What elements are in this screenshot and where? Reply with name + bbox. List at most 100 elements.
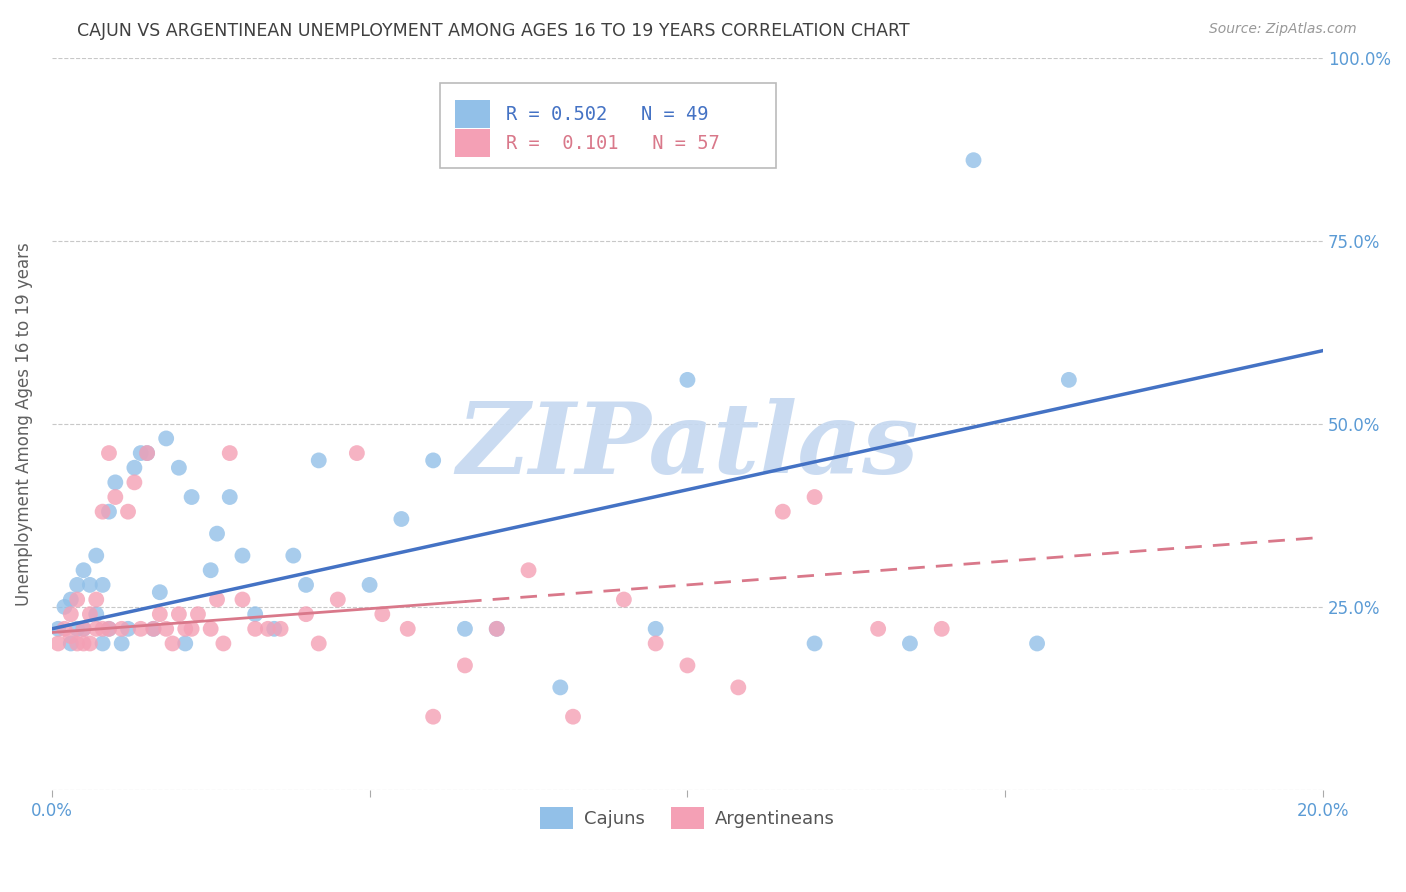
Point <box>212 636 235 650</box>
Point <box>803 636 825 650</box>
Point <box>243 622 266 636</box>
Point <box>155 432 177 446</box>
Point <box>550 681 572 695</box>
Point <box>72 622 94 636</box>
Point <box>91 636 114 650</box>
Point <box>59 607 82 622</box>
Point <box>72 563 94 577</box>
Point <box>803 490 825 504</box>
Point <box>136 446 159 460</box>
Point <box>91 622 114 636</box>
Point <box>931 622 953 636</box>
Point <box>59 636 82 650</box>
Point <box>97 505 120 519</box>
Point <box>485 622 508 636</box>
Point <box>149 585 172 599</box>
Point <box>117 505 139 519</box>
Point <box>422 709 444 723</box>
Point <box>124 475 146 490</box>
Point <box>308 636 330 650</box>
Point <box>155 622 177 636</box>
Point <box>200 563 222 577</box>
Point <box>218 446 240 460</box>
Legend: Cajuns, Argentineans: Cajuns, Argentineans <box>533 799 842 836</box>
Point <box>97 622 120 636</box>
Point <box>243 607 266 622</box>
Point <box>66 578 89 592</box>
Point <box>59 629 82 643</box>
Point <box>142 622 165 636</box>
Point <box>111 622 134 636</box>
Point <box>72 636 94 650</box>
Point <box>962 153 984 168</box>
Point <box>454 658 477 673</box>
Point <box>308 453 330 467</box>
Point <box>84 549 107 563</box>
Text: CAJUN VS ARGENTINEAN UNEMPLOYMENT AMONG AGES 16 TO 19 YEARS CORRELATION CHART: CAJUN VS ARGENTINEAN UNEMPLOYMENT AMONG … <box>77 22 910 40</box>
Point <box>205 592 228 607</box>
Point <box>149 607 172 622</box>
Point <box>772 505 794 519</box>
Point <box>136 446 159 460</box>
Point <box>371 607 394 622</box>
Point <box>66 592 89 607</box>
Point <box>517 563 540 577</box>
Point <box>174 636 197 650</box>
FancyBboxPatch shape <box>454 100 491 128</box>
Point <box>79 607 101 622</box>
Point <box>79 578 101 592</box>
Point <box>46 636 69 650</box>
Point <box>644 622 666 636</box>
Point <box>59 592 82 607</box>
Point <box>676 373 699 387</box>
Y-axis label: Unemployment Among Ages 16 to 19 years: Unemployment Among Ages 16 to 19 years <box>15 242 32 606</box>
Point <box>1026 636 1049 650</box>
Point <box>396 622 419 636</box>
Point <box>389 512 412 526</box>
Point <box>91 505 114 519</box>
Point <box>263 622 285 636</box>
Point <box>727 681 749 695</box>
Point <box>346 446 368 460</box>
Point <box>644 636 666 650</box>
Point <box>72 622 94 636</box>
Point <box>167 607 190 622</box>
Point <box>326 592 349 607</box>
Point <box>162 636 184 650</box>
Point <box>359 578 381 592</box>
Point <box>53 622 76 636</box>
Point <box>257 622 280 636</box>
FancyBboxPatch shape <box>454 129 491 157</box>
Point <box>295 607 318 622</box>
Point <box>84 592 107 607</box>
Point <box>91 578 114 592</box>
Point <box>898 636 921 650</box>
Point <box>270 622 292 636</box>
Point <box>562 709 585 723</box>
Point <box>111 636 134 650</box>
Point <box>66 636 89 650</box>
Point <box>66 622 89 636</box>
Point <box>205 526 228 541</box>
Point <box>104 490 127 504</box>
Point <box>180 622 202 636</box>
Point <box>231 592 253 607</box>
Point <box>454 622 477 636</box>
Point <box>180 490 202 504</box>
Point <box>295 578 318 592</box>
Point <box>124 460 146 475</box>
Point <box>174 622 197 636</box>
Point <box>485 622 508 636</box>
Point <box>46 622 69 636</box>
Point <box>117 622 139 636</box>
Point <box>84 622 107 636</box>
Point <box>142 622 165 636</box>
Text: Source: ZipAtlas.com: Source: ZipAtlas.com <box>1209 22 1357 37</box>
Point <box>187 607 209 622</box>
Point <box>129 446 152 460</box>
Point <box>97 622 120 636</box>
Point <box>218 490 240 504</box>
Text: R =  0.101   N = 57: R = 0.101 N = 57 <box>506 134 720 153</box>
Point <box>97 446 120 460</box>
Point <box>676 658 699 673</box>
